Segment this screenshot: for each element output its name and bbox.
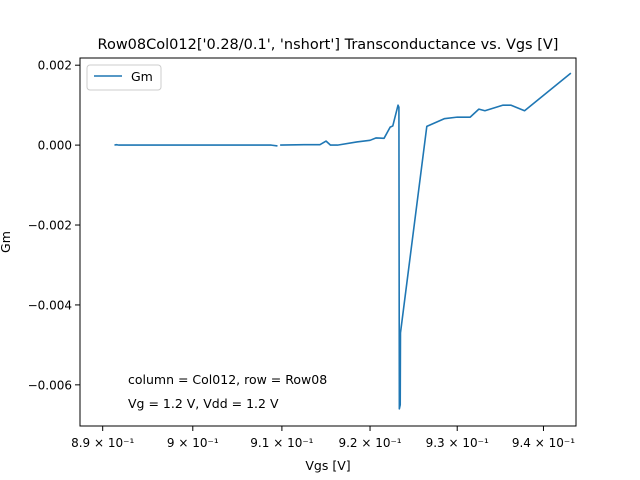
axes-frame [79,57,577,427]
series-line-gm [280,72,572,410]
x-tick-label: 9 × 10⁻¹ [167,436,219,450]
series-layer [114,72,572,410]
legend: Gm [86,64,162,91]
plot-area [79,57,577,427]
legend-box [86,64,162,91]
annotation-column-row: column = Col012, row = Row08 [128,372,327,387]
y-axis-label: Gm [0,231,13,253]
y-tick-label: 0.002 [38,59,72,73]
x-axis-label: Vgs [V] [305,458,350,473]
x-tick-label: 8.9 × 10⁻¹ [71,436,134,450]
y-tick-label: −0.002 [28,219,72,233]
x-tick-label: 9.4 × 10⁻¹ [512,436,575,450]
y-tick-label: −0.006 [28,378,72,392]
x-axis: 8.9 × 10⁻¹ 9 × 10⁻¹ 9.1 × 10⁻¹ 9.2 × 10⁻¹ 9.… [71,426,575,450]
y-axis: 0.002 0.000 −0.002 −0.004 −0.006 [28,59,80,392]
x-tick-label: 9.1 × 10⁻¹ [250,436,313,450]
x-tick-label: 9.3 × 10⁻¹ [426,436,489,450]
y-tick-label: 0.000 [38,139,72,153]
annotation-vg-vdd: Vg = 1.2 V, Vdd = 1.2 V [128,396,279,411]
chart-title: Row08Col012['0.28/0.1', 'nshort'] Transc… [98,37,559,53]
x-tick-label: 9.2 × 10⁻¹ [338,436,401,450]
series-line-gm [114,143,278,147]
y-tick-label: −0.004 [28,298,72,312]
legend-label: Gm [131,69,153,84]
